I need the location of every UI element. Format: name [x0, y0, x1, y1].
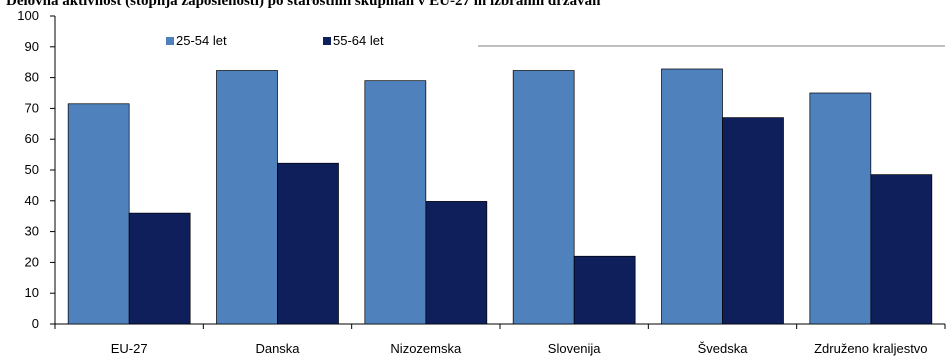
x-tick-label: EU-27: [111, 341, 148, 356]
bar-series-2: [128, 212, 191, 325]
bar-series-1: [512, 70, 575, 325]
y-tick-label: 30: [25, 224, 39, 239]
legend: 25-54 let 55-64 let: [166, 33, 384, 48]
bar-series-2: [722, 117, 784, 325]
bar-series-1: [661, 68, 723, 325]
x-tick-label: Švedska: [698, 341, 749, 356]
y-tick-label: 70: [25, 100, 39, 115]
y-tick-label: 60: [25, 131, 39, 146]
plot-area: 0 10 20 30 40 50 60 70 80 90 100 EU-27 Danska Nizozem…: [17, 8, 946, 356]
legend-swatch-series-1: [166, 37, 174, 45]
bar-series-2: [573, 255, 636, 325]
bar-series-1: [67, 103, 130, 325]
x-tick-label: Slovenija: [548, 341, 602, 356]
bar-series-1: [216, 70, 278, 325]
y-tick-label: 50: [25, 162, 39, 177]
chart-title: Delovna aktivnost (stopnja zaposlenosti)…: [6, 0, 601, 9]
bar-series-2: [425, 201, 488, 325]
bar-series-1: [809, 92, 872, 325]
y-tick-label: 80: [25, 70, 39, 85]
legend-label-series-2: 55-64 let: [333, 33, 384, 48]
y-tick-label: 20: [25, 254, 39, 269]
x-tick-label: Združeno kraljestvo: [814, 341, 927, 356]
legend-swatch-series-2: [323, 37, 331, 45]
y-tick-label: 100: [17, 8, 39, 23]
bar-series-2: [277, 162, 339, 325]
bar-series-1: [364, 80, 427, 325]
x-tick-label: Danska: [255, 341, 300, 356]
y-tick-label: 90: [25, 39, 39, 54]
x-tick-label: Nizozemska: [390, 341, 462, 356]
y-tick-label: 10: [25, 285, 39, 300]
y-tick-label: 40: [25, 193, 39, 208]
legend-label-series-1: 25-54 let: [176, 33, 227, 48]
y-tick-label: 0: [32, 316, 39, 331]
bar-series-2: [870, 174, 933, 325]
